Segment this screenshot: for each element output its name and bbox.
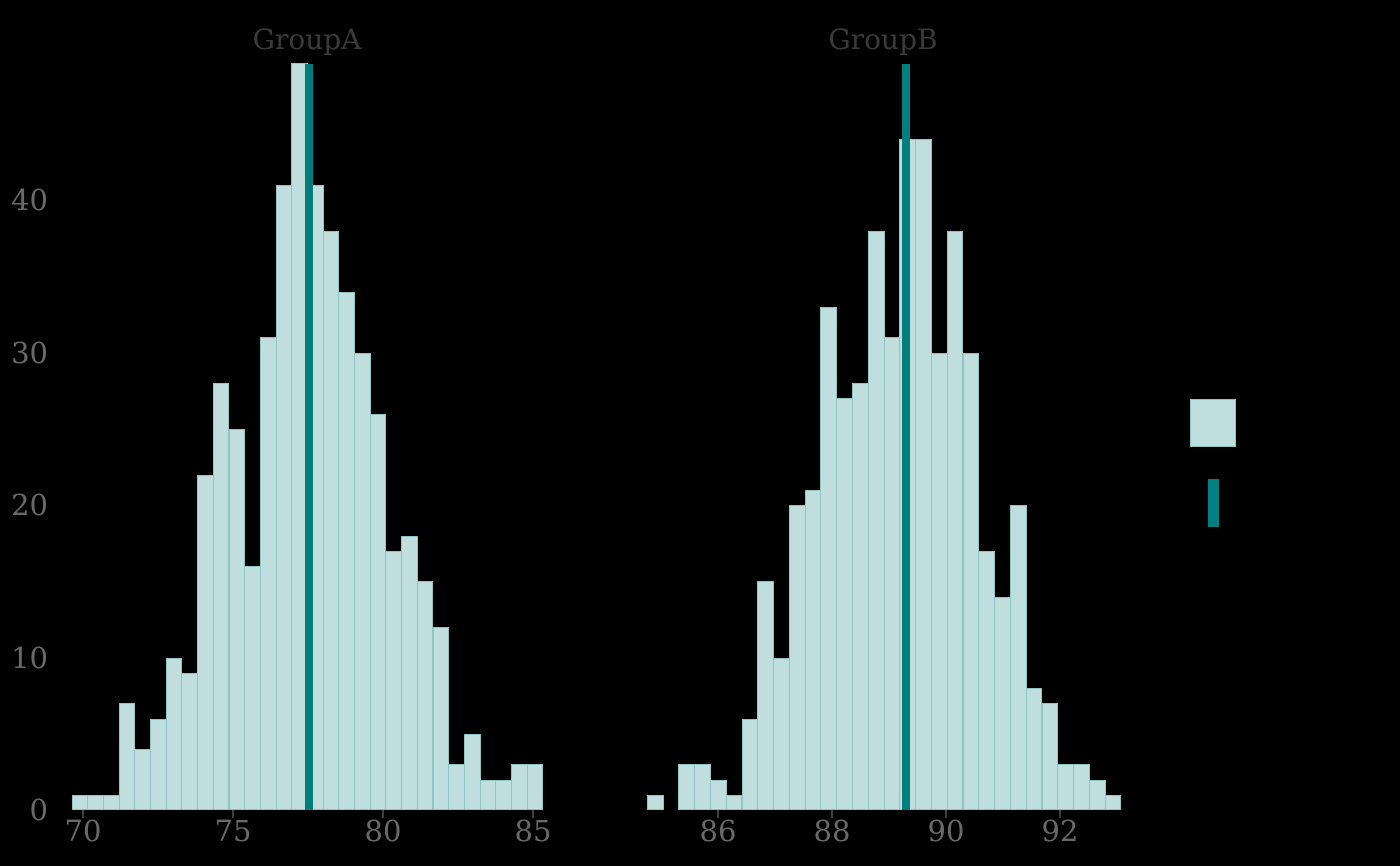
histogram-bar-groupa-17 [338, 291, 355, 810]
y-tick-label-0: 0 [29, 793, 48, 827]
x-tick-mark-groupa-1 [232, 810, 234, 818]
histogram-bar-groupa-5 [150, 718, 167, 810]
legend-histogram-swatch [1190, 399, 1236, 447]
x-tick-label-groupa-2: 80 [364, 814, 402, 848]
histogram-bar-groupa-19 [369, 413, 387, 810]
histogram-bar-groupb-25 [1041, 703, 1059, 811]
histogram-bar-groupb-23 [1009, 505, 1027, 810]
histogram-bar-groupb-18 [931, 352, 948, 810]
subplot-title-groupa: GroupA [252, 23, 362, 56]
histogram-bar-groupb-5 [725, 794, 743, 811]
histogram-bar-groupb-26 [1057, 764, 1075, 811]
histogram-bar-groupb-13 [852, 383, 869, 810]
x-tick-label-groupb-2: 90 [927, 814, 965, 848]
histogram-bar-groupa-26 [479, 779, 497, 810]
histogram-bar-groupa-6 [165, 657, 183, 810]
x-tick-label-groupa-3: 85 [514, 814, 552, 848]
histogram-bar-groupa-10 [228, 428, 246, 811]
histogram-bar-groupb-7 [757, 581, 775, 811]
mean-line-groupa [304, 64, 313, 810]
x-tick-mark-groupb-1 [831, 810, 833, 818]
histogram-bar-groupa-27 [495, 779, 512, 810]
y-tick-label-4: 40 [11, 183, 48, 217]
histogram-bar-groupb-14 [867, 230, 885, 810]
histogram-bar-groupb-12 [836, 398, 853, 811]
histogram-bar-groupa-7 [181, 672, 199, 811]
histogram-bar-groupa-8 [197, 474, 214, 810]
histogram-bar-groupa-29 [526, 764, 544, 811]
histogram-bar-groupb-6 [741, 718, 759, 810]
histogram-bar-groupa-25 [463, 733, 481, 811]
y-tick-label-1: 10 [11, 640, 48, 675]
histogram-bar-groupb-24 [1025, 688, 1043, 810]
histogram-bar-groupb-21 [978, 550, 996, 811]
histogram-bar-groupb-10 [804, 489, 822, 811]
histogram-bar-groupb-28 [1088, 779, 1106, 810]
x-tick-label-groupa-0: 70 [64, 814, 102, 848]
histogram-bar-groupb-9 [788, 505, 806, 810]
histogram-bar-groupa-21 [401, 535, 418, 810]
histogram-bar-groupb-19 [946, 230, 964, 810]
histogram-bar-groupa-16 [322, 230, 340, 810]
histogram-bar-groupb-3 [694, 764, 711, 811]
x-tick-label-groupa-1: 75 [214, 814, 252, 848]
x-tick-mark-groupa-2 [382, 810, 384, 818]
histogram-bar-groupb-29 [1104, 794, 1122, 811]
histogram-bar-groupa-24 [448, 764, 465, 811]
y-tick-label-3: 30 [11, 335, 48, 370]
histogram-bar-groupa-4 [134, 749, 152, 810]
x-tick-mark-groupa-0 [82, 810, 84, 818]
histogram-bar-groupa-11 [244, 566, 261, 810]
x-tick-mark-groupb-3 [1059, 810, 1061, 818]
x-tick-label-groupb-3: 92 [1041, 814, 1079, 848]
x-tick-mark-groupa-3 [532, 810, 534, 818]
histogram-bar-groupb-11 [820, 306, 838, 811]
legend-mean-line-swatch [1208, 479, 1219, 527]
histogram-bar-groupb-0 [646, 794, 664, 811]
histogram-bar-groupa-0 [71, 794, 89, 811]
histogram-bar-groupa-1 [87, 794, 104, 811]
histogram-bar-groupb-4 [709, 779, 727, 810]
histogram-bar-groupb-17 [915, 139, 932, 810]
histogram-bar-groupb-20 [962, 352, 980, 810]
histogram-bar-groupb-22 [994, 596, 1011, 810]
x-tick-label-groupb-1: 88 [813, 814, 851, 848]
histogram-bar-groupa-18 [354, 352, 371, 810]
y-tick-label-2: 20 [11, 488, 48, 522]
histogram-bar-groupb-15 [883, 337, 901, 811]
histogram-bar-groupa-13 [275, 184, 293, 811]
histogram-bar-groupa-23 [432, 627, 450, 810]
x-tick-mark-groupb-0 [717, 810, 719, 818]
histogram-bar-groupb-2 [678, 764, 696, 811]
histogram-bar-groupb-8 [773, 657, 790, 810]
histogram-bar-groupa-9 [212, 383, 230, 810]
histogram-bar-groupa-22 [416, 581, 434, 811]
mean-line-groupb [901, 64, 910, 810]
histogram-bar-groupa-3 [118, 703, 136, 811]
x-tick-mark-groupb-2 [945, 810, 947, 818]
histogram-bar-groupa-28 [510, 764, 528, 811]
histogram-bar-groupa-2 [103, 794, 120, 811]
x-tick-label-groupb-0: 86 [699, 814, 737, 848]
subplot-title-groupb: GroupB [828, 23, 938, 56]
histogram-bar-groupa-12 [259, 337, 277, 811]
histogram-bar-groupa-20 [385, 550, 403, 811]
histogram-bar-groupb-27 [1073, 764, 1090, 811]
